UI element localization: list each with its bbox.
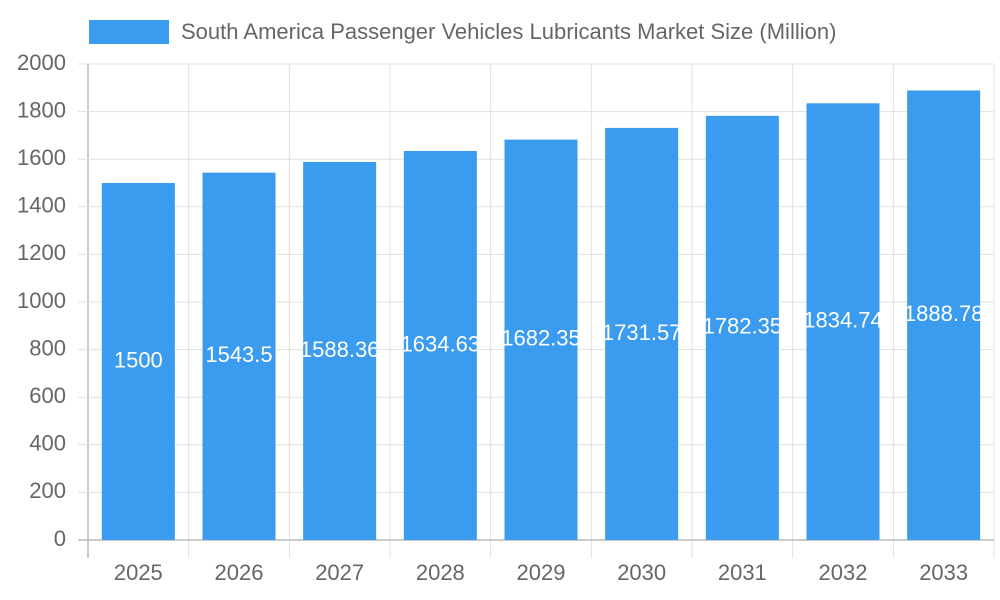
bar [403,150,477,540]
value-label: 1782.35 [703,314,783,339]
x-tick-label: 2029 [517,560,566,585]
value-label: 1634.63 [401,331,481,356]
value-label: 1588.36 [300,337,380,362]
y-tick-label: 0 [54,526,66,551]
value-label: 1682.35 [501,326,581,351]
legend-swatch[interactable] [89,20,169,44]
x-tick-label: 2027 [315,560,364,585]
value-label: 1543.5 [205,342,272,367]
x-tick-label: 2025 [114,560,163,585]
value-label: 1500 [114,347,163,372]
x-tick-label: 2030 [617,560,666,585]
y-tick-label: 2000 [17,50,66,75]
x-tick-label: 2028 [416,560,465,585]
bar [504,139,578,540]
value-label: 1731.57 [602,320,682,345]
y-tick-label: 200 [29,478,66,503]
y-tick-label: 600 [29,383,66,408]
y-tick-label: 1800 [17,97,66,122]
bar [705,115,779,541]
y-tick-label: 1200 [17,240,66,265]
x-tick-label: 2033 [919,560,968,585]
x-tick-label: 2026 [215,560,264,585]
y-tick-label: 1000 [17,288,66,313]
bar [907,90,981,540]
value-label: 1888.78 [904,301,984,326]
y-tick-label: 800 [29,335,66,360]
bar [202,172,276,540]
legend-label[interactable]: South America Passenger Vehicles Lubrica… [181,19,836,44]
y-tick-label: 1400 [17,193,66,218]
x-tick-label: 2031 [718,560,767,585]
y-tick-label: 400 [29,431,66,456]
bar [806,103,880,540]
y-tick-label: 1600 [17,145,66,170]
bar [605,127,679,540]
value-label: 1834.74 [803,307,883,332]
x-tick-label: 2032 [819,560,868,585]
bar [101,183,175,540]
bar [303,161,377,540]
